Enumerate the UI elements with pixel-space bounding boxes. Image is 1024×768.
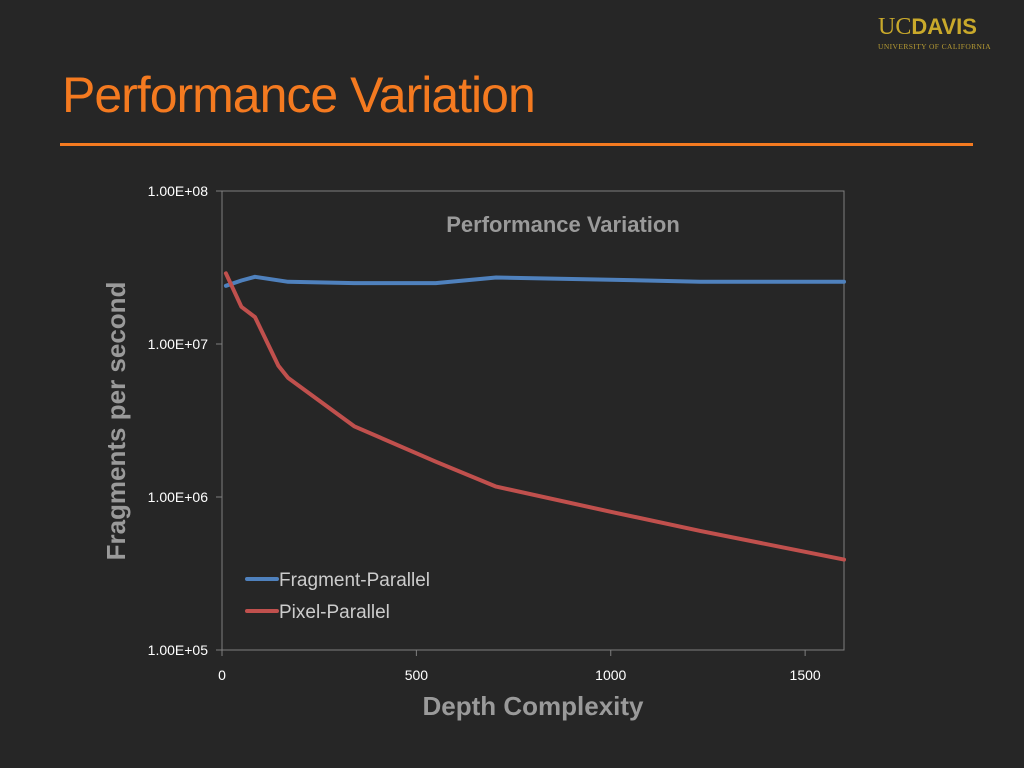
- logo-subtitle: UNIVERSITY OF CALIFORNIA: [878, 42, 992, 51]
- chart-title: Performance Variation: [446, 212, 680, 237]
- series-lines: [223, 271, 846, 562]
- legend-label-pixel-parallel: Pixel-Parallel: [279, 602, 390, 623]
- x-tick-label: 500: [405, 667, 429, 683]
- x-axis: 0 500 1000 1500: [218, 650, 821, 683]
- logo-davis: DAVIS: [911, 14, 977, 39]
- y-tick-label: 1.00E+08: [148, 183, 209, 199]
- x-tick-label: 1500: [790, 667, 821, 683]
- logo-uc: UC: [878, 14, 912, 40]
- y-axis: 1.00E+05 1.00E+06 1.00E+07 1.00E+08: [148, 183, 222, 658]
- legend: Fragment-Parallel Pixel-Parallel: [245, 570, 430, 623]
- x-tick-label: 1000: [595, 667, 626, 683]
- series-line-pixel-parallel: [223, 271, 846, 562]
- logo-wordmark: UCDAVIS: [878, 14, 1010, 40]
- y-tick-label: 1.00E+06: [148, 489, 209, 505]
- title-rule: [60, 143, 973, 146]
- legend-label-fragment-parallel: Fragment-Parallel: [279, 570, 430, 591]
- series-line-fragment-parallel: [223, 274, 846, 288]
- y-axis-title: Fragments per second: [101, 282, 131, 561]
- slide-title: Performance Variation: [62, 67, 536, 123]
- y-tick-label: 1.00E+05: [148, 642, 209, 658]
- plot-area-border: [221, 190, 845, 651]
- ucdavis-logo: UCDAVIS UNIVERSITY OF CALIFORNIA: [878, 14, 1010, 51]
- x-tick-label: 0: [218, 667, 226, 683]
- y-tick-label: 1.00E+07: [148, 336, 209, 352]
- x-axis-title: Depth Complexity: [422, 691, 644, 721]
